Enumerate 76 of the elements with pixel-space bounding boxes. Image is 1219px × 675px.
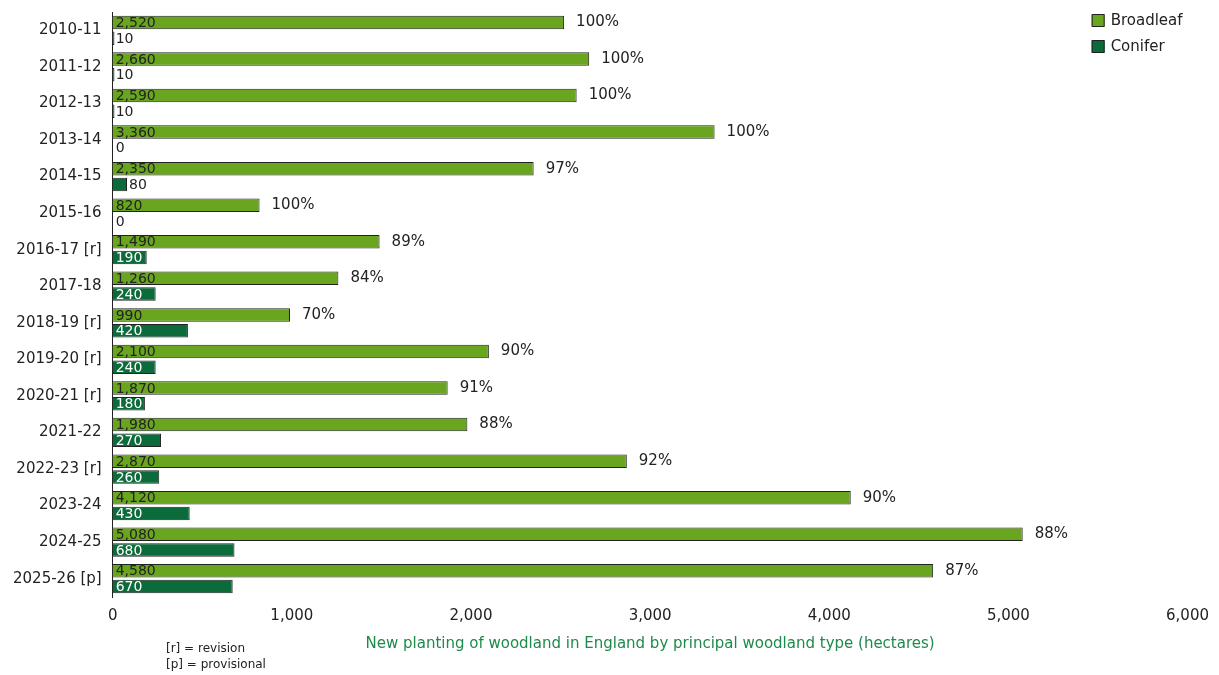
data-label: 10 bbox=[115, 29, 134, 46]
x-tick-label: 2,000 bbox=[449, 605, 493, 624]
annotation: 87% bbox=[945, 560, 979, 579]
data-label: 4,120 bbox=[115, 489, 156, 506]
annotation: 100% bbox=[726, 122, 770, 140]
data-label: 2,350 bbox=[115, 160, 156, 177]
data-label: 80 bbox=[129, 176, 147, 193]
x-tick-label: 4,000 bbox=[807, 605, 851, 624]
x-axis-title: New planting of woodland in England by principal woodland type (hectares) bbox=[365, 633, 935, 652]
data-label: 2,100 bbox=[115, 343, 156, 360]
data-label: 990 bbox=[115, 306, 143, 323]
y-tick-label: 2024-25 bbox=[38, 532, 102, 551]
x-tick-label: 6,000 bbox=[1166, 605, 1210, 624]
data-label: 2,660 bbox=[115, 50, 156, 67]
data-label: 240 bbox=[115, 358, 143, 375]
annotation: 89% bbox=[391, 231, 425, 250]
y-tick-label: 2016-17 [r] bbox=[16, 239, 102, 258]
data-label: 820 bbox=[115, 196, 143, 213]
data-label: 10 bbox=[115, 66, 134, 83]
annotation: 100% bbox=[601, 48, 645, 67]
y-tick-label: 2013-14 bbox=[38, 129, 102, 148]
annotation: 97% bbox=[545, 158, 579, 177]
data-label: 10 bbox=[115, 102, 134, 119]
data-label: 180 bbox=[115, 395, 143, 412]
y-tick-label: 2010-11 bbox=[38, 20, 102, 39]
annotation: 90% bbox=[500, 341, 535, 360]
x-tick-label: 0 bbox=[107, 605, 118, 624]
y-tick-label: 2015-16 bbox=[38, 202, 102, 221]
y-tick-label: 2018-19 [r] bbox=[16, 312, 102, 331]
data-label: 1,980 bbox=[115, 416, 156, 433]
annotation: 88% bbox=[1034, 524, 1069, 543]
legend-label: Conifer bbox=[1110, 36, 1166, 55]
data-label: 1,490 bbox=[115, 233, 156, 250]
data-label: 670 bbox=[115, 578, 143, 595]
annotation: 88% bbox=[479, 414, 513, 433]
data-label: 240 bbox=[115, 285, 143, 302]
data-label: 4,580 bbox=[115, 562, 156, 579]
data-label: 260 bbox=[115, 468, 143, 485]
data-label: 1,260 bbox=[115, 270, 156, 286]
x-tick-label: 1,000 bbox=[270, 605, 314, 624]
data-label: 3,360 bbox=[115, 123, 156, 140]
data-label: 2,870 bbox=[115, 452, 156, 469]
data-label: 1,870 bbox=[115, 379, 156, 396]
x-tick-label: 3,000 bbox=[628, 605, 672, 624]
data-label: 420 bbox=[115, 322, 143, 339]
text: [r] = revision bbox=[166, 640, 246, 656]
y-tick-label: 2011-12 bbox=[38, 56, 102, 75]
annotation: 91% bbox=[459, 377, 494, 396]
annotation: 100% bbox=[588, 85, 632, 104]
y-tick-label: 2021-22 bbox=[38, 422, 102, 441]
text: [p] = provisional bbox=[166, 656, 266, 672]
x-tick-label: 5,000 bbox=[986, 605, 1030, 624]
data-label: 680 bbox=[115, 541, 143, 558]
data-label: 0 bbox=[115, 212, 125, 229]
annotation: 92% bbox=[638, 451, 673, 470]
y-tick-label: 2023-24 bbox=[38, 495, 102, 514]
data-label: 5,080 bbox=[115, 525, 156, 542]
y-tick-label: 2022-23 [r] bbox=[16, 458, 102, 477]
y-tick-label: 2019-20 [r] bbox=[16, 349, 102, 368]
data-label: 2,520 bbox=[115, 14, 156, 31]
y-tick-label: 2025-26 [p] bbox=[13, 568, 102, 587]
y-tick-label: 2012-13 bbox=[38, 93, 102, 112]
annotation: 100% bbox=[271, 195, 315, 214]
annotation: 84% bbox=[350, 268, 384, 287]
annotation: 90% bbox=[862, 487, 897, 506]
data-label: 430 bbox=[115, 505, 143, 522]
annotation: 100% bbox=[576, 12, 619, 31]
data-label: 190 bbox=[115, 249, 143, 266]
y-tick-label: 2020-21 [r] bbox=[16, 385, 102, 404]
y-tick-label: 2014-15 bbox=[38, 166, 102, 185]
annotation: 70% bbox=[302, 304, 336, 323]
data-label: 270 bbox=[115, 431, 143, 448]
data-label: 2,590 bbox=[115, 87, 156, 104]
y-tick-label: 2017-18 bbox=[38, 276, 102, 295]
legend-label: Broadleaf bbox=[1110, 10, 1184, 29]
data-label: 0 bbox=[115, 139, 125, 156]
